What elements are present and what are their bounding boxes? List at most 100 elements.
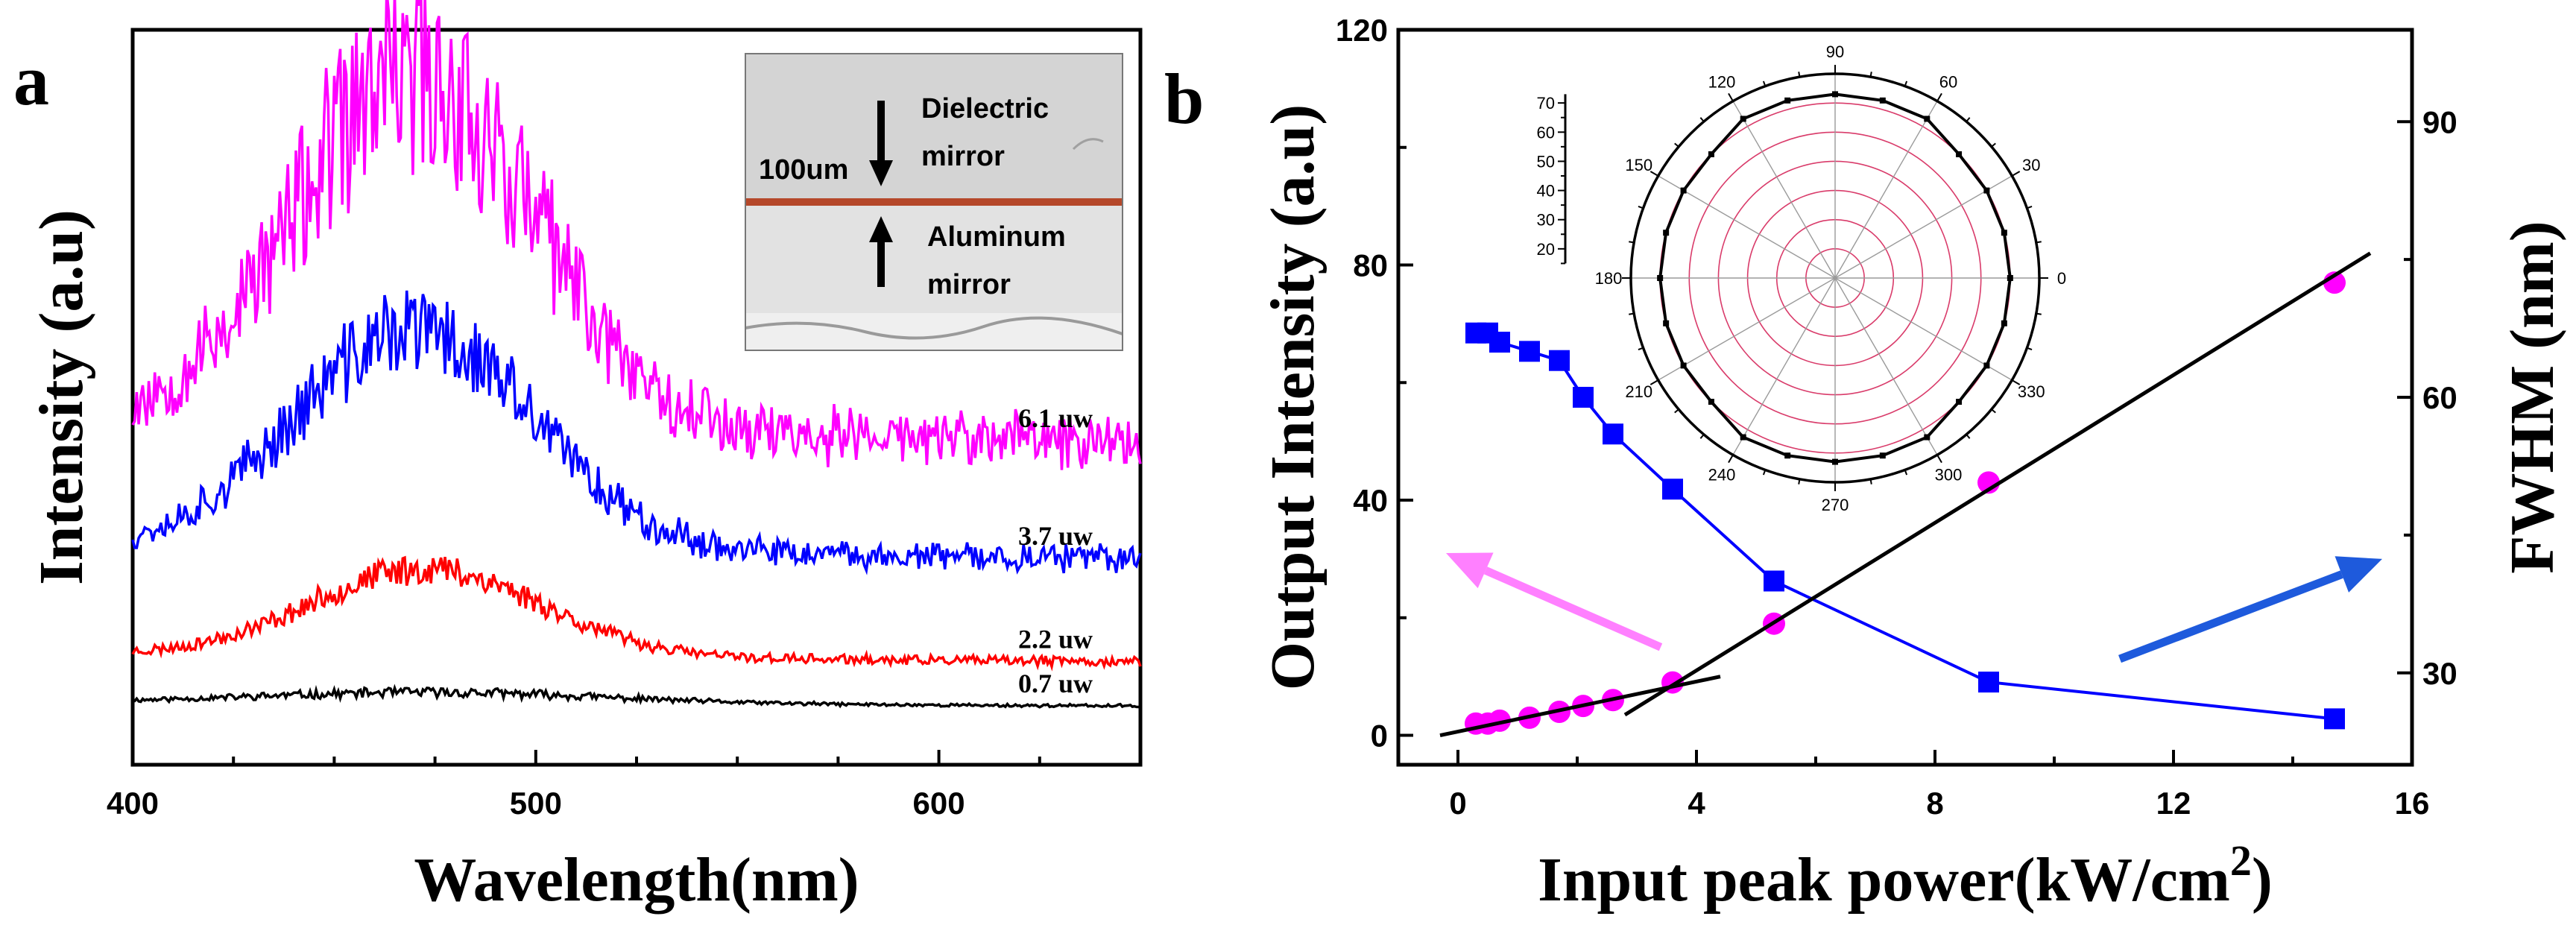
polar-angle-tick <box>2011 379 2021 385</box>
trend-arrow-head-0 <box>1446 552 1494 589</box>
polar-angle-label: 60 <box>1939 73 1957 92</box>
microscope-inset: 100um Dielectric mirror Aluminum mirror <box>745 53 1123 351</box>
panel-a-x-axis-title: Wavelength(nm) <box>414 845 859 915</box>
panel-a-chart: 400 500 600 0.7 uw 2.2 uw 3.7 uw 6.1 uw 100um… <box>27 0 1143 915</box>
polar-spoke <box>1834 101 1938 279</box>
polar-data-point <box>1708 151 1714 157</box>
polar-angle-tick <box>2027 347 2033 351</box>
polar-data-point <box>2001 320 2007 326</box>
panel-b-y2-tick-label: 60 <box>2422 380 2457 415</box>
polar-data-point <box>1680 187 1687 194</box>
curve-label-1: 2.2 uw <box>1018 625 1093 654</box>
polar-angle-label: 150 <box>1625 156 1652 174</box>
panel-b-x-tick-label: 4 <box>1688 786 1705 821</box>
polar-data-point <box>1983 362 1990 369</box>
inset-surface-texture <box>1072 138 1104 151</box>
trend-arrow-shaft-1 <box>2118 570 2343 663</box>
inset-border <box>745 53 1123 351</box>
polar-angle-tick <box>1904 470 1908 476</box>
polar-angle-tick <box>1650 379 1659 385</box>
polar-spoke <box>1834 277 2012 381</box>
linear-fit-line-3 <box>1623 251 2372 717</box>
panel-b-y-tick-label: 80 <box>1353 248 1388 283</box>
polar-data-point <box>1708 399 1714 405</box>
polar-angle-label: 270 <box>1822 496 1849 514</box>
polar-spoke <box>1834 175 2012 279</box>
polar-spoke <box>1732 101 1836 279</box>
inset-aluminum-label: Aluminum <box>927 221 1066 253</box>
polar-data-point <box>1784 97 1791 104</box>
polar-data-point <box>1879 452 1886 459</box>
panel-b-x-tick-label: 8 <box>1926 786 1943 821</box>
inset-arrow-down-head <box>869 160 893 186</box>
inset-aluminum-mirror-label: mirror <box>927 269 1011 300</box>
polar-angle-tick <box>2036 312 2042 315</box>
spectrum-curve-1 <box>131 555 1142 672</box>
intensity-point <box>1489 709 1511 732</box>
polar-angle-tick <box>1629 312 1635 315</box>
panel-b-y-tick-label: 40 <box>1353 483 1388 518</box>
polar-angle-tick <box>1650 171 1659 177</box>
polar-angle-label: 120 <box>1708 73 1736 92</box>
panel-a-series-group <box>131 0 1142 709</box>
polar-angle-label: 180 <box>1595 269 1623 288</box>
panel-b-y2-tick-label: 90 <box>2422 104 2457 139</box>
polar-radial-tick-label: 20 <box>1537 240 1555 259</box>
polar-angle-tick <box>2011 171 2021 177</box>
polar-angle-tick <box>1699 117 1705 122</box>
polar-data-point <box>1784 452 1791 459</box>
polar-data-point <box>1983 187 1990 194</box>
fwhm-point <box>1978 672 1999 693</box>
polar-data-point <box>1956 151 1963 157</box>
panel-b-x-axis-title: Input peak power(kW/cm2) <box>1538 836 2273 915</box>
fwhm-point <box>1519 341 1540 362</box>
polar-angle-tick <box>1904 80 1908 86</box>
inset-top-region <box>745 54 1123 200</box>
polar-angle-tick <box>1638 347 1644 351</box>
polar-radial-tick-label: 50 <box>1537 152 1555 171</box>
polar-data-point <box>1956 399 1963 405</box>
polar-data-point <box>1924 434 1931 441</box>
panel-b-x-axis-title-sup: 2 <box>2230 836 2252 885</box>
panel-b-y2-axis-title: FWHM (nm) <box>2498 221 2567 574</box>
panel-a-label: a <box>13 40 49 120</box>
panel-a-x-tick-label: 500 <box>510 786 562 821</box>
polar-angle-tick <box>1674 142 1679 148</box>
polar-data-point <box>1924 116 1931 122</box>
polar-radial-tick-label: 40 <box>1537 182 1555 201</box>
polar-spoke <box>1732 277 1836 455</box>
polar-angle-tick <box>1728 454 1734 464</box>
panel-a-curve-labels: 0.7 uw 2.2 uw 3.7 uw 6.1 uw <box>1018 403 1093 698</box>
panel-b-series-group <box>1439 251 2372 738</box>
curve-label-3: 6.1 uw <box>1018 403 1093 433</box>
polar-angle-label: 90 <box>1826 42 1844 61</box>
polar-angle-tick <box>1966 117 1971 122</box>
polar-angle-label: 30 <box>2022 156 2040 174</box>
fwhm-point <box>1603 423 1623 445</box>
polar-radial-tick-label: 70 <box>1537 94 1555 113</box>
polar-angle-tick <box>1991 142 1996 148</box>
polar-data-point <box>2007 275 2013 281</box>
polar-spoke <box>1658 277 1836 381</box>
fwhm-point <box>1764 570 1784 592</box>
polar-angle-tick <box>1762 80 1767 86</box>
fwhm-point <box>1549 350 1570 371</box>
polar-angle-label: 330 <box>2018 382 2045 401</box>
polar-data-point <box>1740 116 1746 122</box>
spectrum-curve-3 <box>131 0 1142 470</box>
panel-b-y-tick-label: 120 <box>1336 13 1388 48</box>
polar-data-point <box>1657 275 1664 281</box>
inset-dielectric-label: Dielectric <box>921 93 1049 124</box>
polar-data-point <box>2001 230 2007 236</box>
polar-angle-tick <box>1966 434 1971 439</box>
trend-arrow-shaft-0 <box>1483 566 1663 651</box>
polar-data-point <box>1740 434 1746 441</box>
fwhm-point <box>1573 387 1594 408</box>
panel-b-x-axis-title-end: ) <box>2252 845 2273 915</box>
inset-edge-texture <box>745 316 1123 340</box>
polar-data-point <box>1663 230 1670 236</box>
panel-a-ticks-group: 400 500 600 <box>107 750 1142 821</box>
polar-angle-tick <box>1869 72 1872 78</box>
polar-angle-tick <box>1936 454 1942 464</box>
inset-dielectric-mirror-label: mirror <box>921 141 1005 172</box>
